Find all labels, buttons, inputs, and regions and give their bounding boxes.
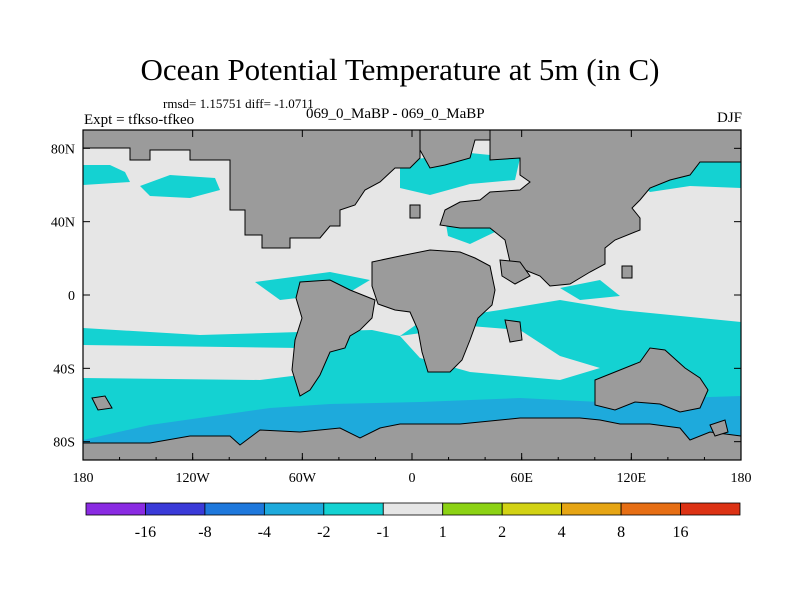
colorbar-label: 2 [498, 524, 506, 541]
experiment-label: Expt = tfkso-tfkeo [84, 112, 195, 128]
colorbar-swatch [561, 502, 622, 516]
north-pacific-center-anomaly [140, 175, 220, 198]
colorbar-swatch [323, 502, 384, 516]
x-tick-label: 180 [731, 471, 752, 486]
colorbar-label: 1 [439, 524, 447, 541]
antarctic-peninsula-landmass [91, 395, 113, 411]
x-tick-label: 180 [73, 471, 94, 486]
band-white-1 [83, 345, 300, 380]
y-tick-label: 80S [53, 436, 75, 451]
y-axis: 80N 40N 0 40S 80S [51, 142, 741, 451]
colorbar-swatch [85, 502, 146, 516]
colorbar-swatch [442, 502, 503, 516]
asia-island [621, 265, 633, 279]
colorbar-swatch [145, 502, 206, 516]
colorbar-swatch [382, 502, 444, 516]
x-tick-label: 0 [409, 471, 416, 486]
africa-landmass [371, 249, 496, 373]
colorbar-swatch [680, 502, 741, 516]
colorbar-label: 4 [558, 524, 566, 541]
center-label: 069_0_MaBP - 069_0_MaBP [306, 106, 485, 122]
south-america-landmass [291, 279, 376, 397]
indian-anomaly [560, 280, 620, 300]
newzealand-landmass [709, 419, 729, 437]
x-tick-label: 120E [617, 471, 647, 486]
x-tick-label: 60W [289, 471, 317, 486]
colorbar-label: -16 [135, 524, 156, 541]
colorbar-swatch [620, 502, 681, 516]
y-tick-label: 40S [53, 362, 75, 377]
arabia-landmass [499, 259, 531, 285]
y-tick-label: 80N [51, 142, 75, 157]
colorbar-label: -8 [198, 524, 211, 541]
land-layer [83, 130, 741, 460]
north-pacific-west-anomaly [83, 165, 130, 185]
australia-landmass [594, 347, 709, 413]
colorbar-label: -4 [258, 524, 271, 541]
season-label: DJF [716, 110, 742, 126]
x-tick-label: 120W [176, 471, 211, 486]
chart-title: Ocean Potential Temperature at 5m (in C) [140, 52, 660, 87]
north-america-landmass [83, 130, 421, 249]
y-tick-label: 0 [68, 289, 75, 304]
madagascar-landmass [504, 319, 523, 343]
x-axis: 180 120W 60W 0 60E 120E 180 [73, 130, 752, 486]
y-tick-label: 40N [51, 216, 75, 231]
stats-label: rmsd= 1.15751 diff= -1.0711 [163, 96, 314, 111]
colorbar-label: 8 [617, 524, 625, 541]
colorbar: -16 -8 -4 -2 -1 1 2 4 8 16 [85, 502, 741, 541]
cool-anomaly-layer [83, 152, 741, 455]
colorbar-swatch [263, 502, 325, 516]
colorbar-label: 16 [673, 524, 689, 541]
colorbar-label: -2 [317, 524, 330, 541]
colorbar-label: -1 [377, 524, 390, 541]
eurasia-landmass [439, 130, 741, 287]
colorbar-swatch [204, 502, 265, 516]
colorbar-swatch [501, 502, 563, 516]
europe-island [409, 204, 421, 219]
x-tick-label: 60E [510, 471, 533, 486]
